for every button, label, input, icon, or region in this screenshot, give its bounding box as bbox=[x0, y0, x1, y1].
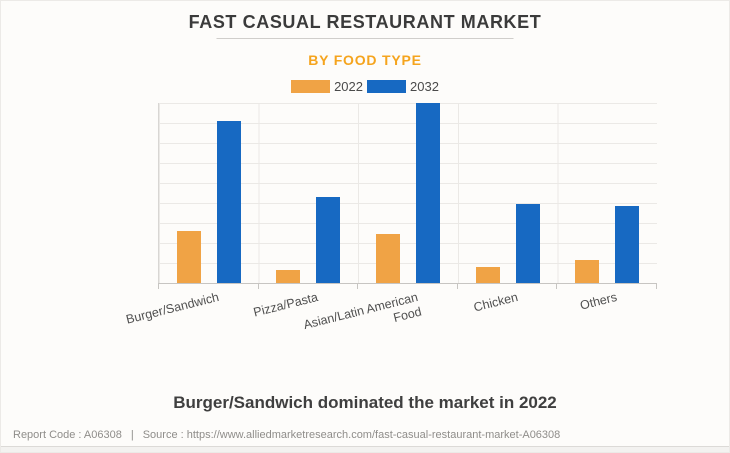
legend-item-2022[interactable]: 2022 bbox=[291, 79, 363, 94]
report-code: Report Code : A06308 bbox=[13, 429, 122, 441]
legend-item-2032[interactable]: 2032 bbox=[367, 79, 439, 94]
footer-separator: | bbox=[130, 429, 134, 441]
bar-2022-others bbox=[575, 259, 600, 283]
footer: Report Code : A06308 | Source : https://… bbox=[13, 429, 717, 441]
chart-caption: Burger/Sandwich dominated the market in … bbox=[173, 393, 557, 412]
bar-2032-asian-latin-american-food bbox=[416, 103, 440, 283]
legend-swatch-2022 bbox=[291, 80, 331, 93]
legend-label-2022: 2022 bbox=[334, 79, 363, 94]
chart-subtitle: BY FOOD TYPE bbox=[308, 52, 422, 68]
legend: 2022 2032 bbox=[1, 79, 729, 94]
x-axis-tick bbox=[158, 283, 159, 289]
bar-2032-pizza-pasta bbox=[316, 196, 341, 283]
x-axis-tick bbox=[357, 283, 359, 289]
bar-2022-burger-sandwich bbox=[176, 230, 201, 283]
legend-swatch-2032 bbox=[367, 80, 406, 93]
bar-2032-burger-sandwich bbox=[216, 121, 241, 283]
plot-area: Burger/Sandwich Pizza/Pasta Asian/Latin Am… bbox=[124, 103, 657, 332]
title-divider bbox=[216, 38, 514, 39]
source-url: Source : https://www.alliedmarketresearc… bbox=[142, 429, 561, 441]
chart-title: FAST CASUAL RESTAURANT MARKET bbox=[188, 12, 542, 32]
bar-2022-chicken bbox=[475, 266, 500, 283]
x-axis-tick bbox=[656, 283, 657, 289]
x-axis-tick bbox=[456, 283, 458, 289]
x-axis-tick bbox=[257, 283, 259, 289]
legend-label-2032: 2032 bbox=[410, 79, 439, 94]
x-axis-tick bbox=[556, 283, 558, 289]
bottom-strip bbox=[1, 446, 729, 452]
bar-2022-asian-latin-american-food bbox=[376, 234, 400, 283]
bar-2032-others bbox=[615, 205, 640, 283]
bar-2022-pizza-pasta bbox=[276, 270, 301, 283]
bar-2032-chicken bbox=[515, 203, 540, 283]
